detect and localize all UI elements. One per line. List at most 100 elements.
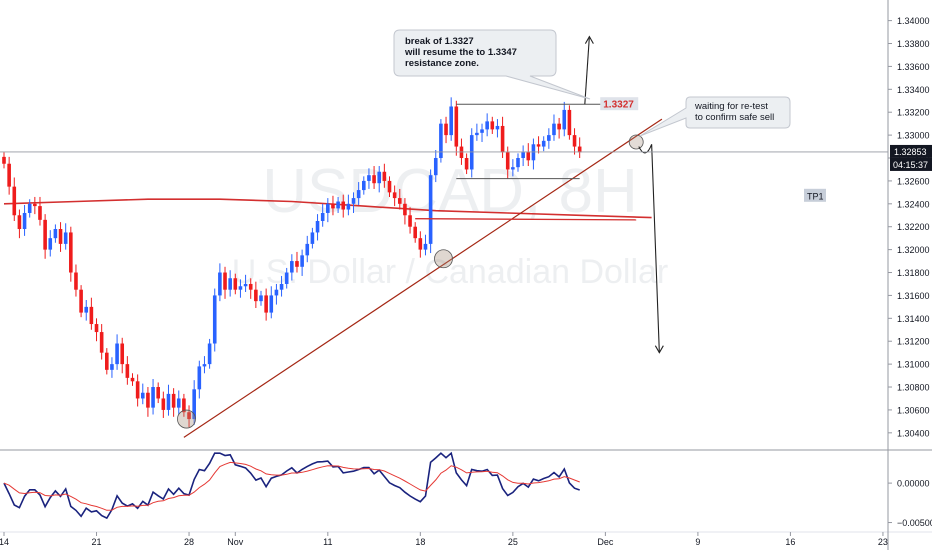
- candle-body: [223, 272, 227, 290]
- candle-body: [130, 377, 135, 382]
- y-tick-label: 1.31400: [897, 314, 930, 324]
- candle-body: [320, 212, 325, 221]
- candle-body: [192, 389, 196, 420]
- y-tick-label: 1.32600: [897, 176, 930, 186]
- x-tick-label: 21: [92, 537, 102, 547]
- candle-body: [300, 255, 304, 267]
- candle-body: [53, 229, 58, 239]
- candle-body: [387, 180, 392, 193]
- candle-body: [351, 198, 356, 204]
- y-tick-label: 1.30400: [897, 428, 930, 438]
- candle-body: [33, 203, 37, 207]
- candle-body: [490, 121, 495, 130]
- level-label: 1.3327: [603, 100, 634, 111]
- candle-body: [454, 106, 459, 147]
- candle-body: [511, 167, 515, 170]
- candle-body: [408, 215, 412, 227]
- candle-body: [207, 343, 212, 365]
- level-badge: [600, 97, 639, 111]
- oscillator-signal-line: [3, 461, 580, 511]
- candle-body: [495, 125, 500, 130]
- candle-body: [176, 398, 181, 408]
- candle-body: [254, 289, 258, 302]
- candle-body: [182, 398, 186, 413]
- osc-y-tick-label: 0.00000: [897, 479, 930, 489]
- candle-body: [423, 243, 428, 250]
- candle-body: [228, 278, 232, 290]
- candle-body: [274, 289, 279, 296]
- candle-body: [2, 156, 6, 164]
- candle-body: [243, 283, 248, 287]
- candle-body: [315, 220, 320, 233]
- candle-body: [151, 387, 155, 408]
- candle-body: [418, 238, 423, 250]
- candle-body: [577, 146, 582, 153]
- x-tick-label: 9: [695, 537, 700, 547]
- candle-body: [202, 364, 207, 367]
- y-tick-label: 1.33600: [897, 62, 930, 72]
- candle-body: [403, 203, 407, 216]
- candle-body: [397, 198, 402, 204]
- y-tick-label: 1.33400: [897, 85, 930, 95]
- y-tick-label: 1.33800: [897, 39, 930, 49]
- candle-body: [346, 203, 351, 210]
- candle-body: [166, 393, 171, 410]
- candle-body: [7, 163, 11, 187]
- candle-body: [505, 152, 510, 170]
- candle-body: [140, 392, 145, 399]
- candle-body: [248, 283, 253, 290]
- candle-body: [500, 125, 505, 153]
- candle-body: [475, 132, 479, 136]
- candle-body: [187, 412, 191, 420]
- candle-body: [290, 261, 294, 273]
- sell-arrow: [638, 144, 660, 353]
- target-badge: [804, 188, 826, 202]
- axes-layer: 1.34000 1.33800 1.33600 1.33400 1.33200 1.330…: [0, 16, 932, 547]
- candle-body: [264, 295, 268, 313]
- candle-body: [269, 295, 274, 313]
- watermark: USDCAD, 8H U.S. Dollar / Canadian Dollar: [232, 157, 669, 291]
- y-tick-label: 1.31800: [897, 268, 930, 278]
- candle-body: [541, 140, 546, 147]
- touch-circle: [177, 409, 196, 429]
- y-tick-label: 1.31200: [897, 337, 930, 347]
- candle-body: [69, 232, 73, 273]
- candle-body: [156, 387, 160, 399]
- callout-break-box: [393, 29, 591, 100]
- candle-body: [38, 206, 42, 220]
- x-tick-label: 18: [415, 537, 425, 547]
- y-tick-label: 1.30800: [897, 383, 930, 393]
- y-tick-label: 1.32000: [897, 245, 930, 255]
- neckline: [415, 218, 637, 221]
- candle-body: [557, 123, 561, 130]
- last-price-label: 1.32853: [894, 147, 927, 157]
- candle-body: [115, 343, 119, 365]
- candle-body: [485, 121, 489, 130]
- candle-body: [295, 261, 299, 267]
- candle-body: [547, 135, 551, 141]
- osc-y-tick-label: −0.00500: [897, 518, 932, 528]
- x-tick-label: Nov: [227, 537, 244, 547]
- candle-body: [125, 364, 130, 378]
- candle-body: [146, 392, 150, 408]
- callout-break-line: break of 1.3327: [405, 36, 474, 47]
- candle-body: [572, 135, 577, 147]
- x-tick-label: 14: [0, 537, 9, 547]
- x-tick-label: 23: [878, 537, 888, 547]
- y-tick-label: 1.32400: [897, 199, 930, 209]
- x-tick-label: 28: [184, 537, 194, 547]
- candle-body: [238, 286, 243, 290]
- candle-body: [310, 232, 315, 244]
- candle-body: [110, 364, 114, 370]
- last-price-badge: [890, 144, 932, 158]
- candle-body: [105, 352, 109, 370]
- candle-body: [433, 158, 438, 176]
- candle-body: [27, 203, 32, 213]
- y-tick-label: 1.33000: [897, 131, 930, 141]
- candle-body: [536, 144, 541, 147]
- y-tick-label: 1.30600: [897, 405, 930, 415]
- candle-body: [63, 232, 68, 244]
